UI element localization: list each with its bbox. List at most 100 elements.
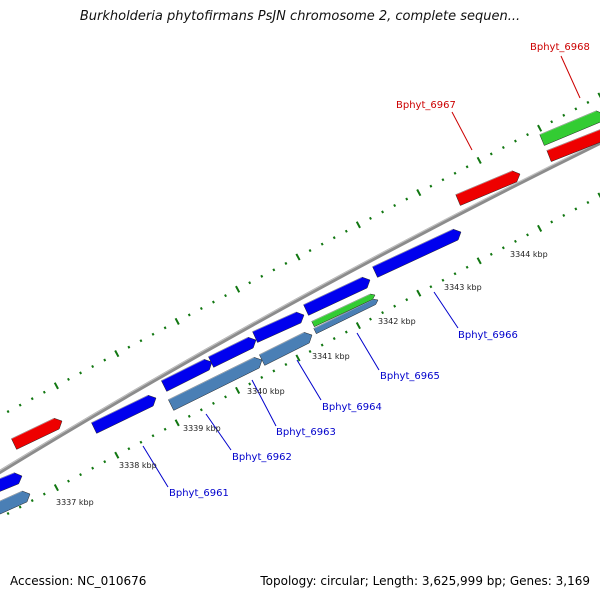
outer-tick [91, 364, 95, 369]
topology-stats-text: Topology: circular; Length: 3,625,999 bp… [260, 574, 590, 588]
outer-tick [537, 124, 543, 132]
label-leader-line [251, 379, 277, 427]
gene-arrow-forward [0, 472, 23, 492]
inner-tick [260, 375, 264, 379]
inner-tick [103, 460, 107, 464]
inner-tick [91, 466, 95, 470]
inner-tick [53, 484, 59, 492]
outer-tick [586, 100, 590, 104]
inner-tick [174, 419, 180, 427]
inner-tick [42, 492, 46, 496]
outer-tick [127, 345, 131, 349]
gene-arrow-forward [303, 276, 371, 316]
feature-arrow-red-highlight [455, 170, 513, 196]
label-leader-line [451, 111, 473, 151]
scale-label: 3337 kbp [56, 498, 94, 507]
outer-tick [369, 216, 372, 220]
inner-tick [537, 224, 543, 232]
scale-label: 3341 kbp [312, 352, 350, 361]
outer-tick [429, 184, 433, 188]
gene-arrow-forward [160, 359, 213, 392]
inner-tick [369, 317, 372, 321]
outer-tick [248, 281, 252, 285]
gene-label[interactable]: Bphyt_6961 [169, 488, 229, 499]
gene-label[interactable]: Bphyt_6966 [458, 330, 518, 341]
outer-tick [501, 145, 505, 150]
gene-label[interactable]: Bphyt_6963 [276, 427, 336, 438]
gene-arrow-forward [372, 228, 462, 278]
gene-label[interactable]: Bphyt_6962 [232, 452, 292, 463]
outer-tick [416, 189, 422, 197]
outer-tick [526, 133, 529, 137]
outer-tick [6, 410, 10, 414]
outer-tick [405, 197, 409, 201]
label-leader-line [205, 413, 232, 451]
inner-tick [79, 473, 83, 477]
outer-tick [284, 261, 288, 265]
inner-tick [320, 343, 324, 347]
outer-tick [344, 229, 348, 233]
gene-label[interactable]: Bphyt_6968 [530, 42, 590, 53]
inner-tick [67, 479, 70, 483]
gene-arrow-forward-highlight [372, 228, 454, 268]
inner-tick [501, 246, 505, 250]
inner-tick [393, 304, 397, 308]
scale-label: 3339 kbp [183, 424, 221, 433]
outer-tick [295, 253, 301, 261]
feature-arrow-red [546, 129, 600, 162]
scale-label: 3338 kbp [119, 461, 157, 470]
inner-tick [127, 447, 131, 451]
outer-tick [453, 171, 457, 175]
inner-tick [139, 440, 143, 444]
outer-tick [211, 300, 215, 304]
outer-tick [465, 165, 469, 169]
inner-tick [453, 272, 457, 276]
gene-arrow-reverse-highlight [0, 490, 23, 502]
outer-tick [550, 120, 554, 124]
rna-arrow-green [311, 293, 376, 328]
outer-tick [260, 274, 264, 278]
feature-arrow-red [455, 170, 521, 206]
scale-label: 3344 kbp [510, 250, 548, 259]
gene-features [0, 110, 600, 515]
outer-tick [114, 350, 120, 358]
outer-tick [393, 203, 397, 208]
gene-arrow-forward-highlight [0, 472, 15, 480]
scale-label: 3342 kbp [378, 317, 416, 326]
outer-tick [174, 317, 180, 325]
outer-tick-ring [6, 92, 600, 414]
inner-tick [429, 285, 433, 289]
inner-tick [550, 220, 554, 224]
outer-tick [53, 382, 59, 390]
label-leader-line [356, 332, 380, 371]
gene-label[interactable]: Bphyt_6964 [322, 402, 382, 413]
backbone-highlight [0, 140, 600, 471]
outer-tick [272, 268, 276, 272]
inner-tick [381, 311, 385, 315]
outer-tick [476, 156, 482, 164]
inner-tick [562, 213, 566, 217]
inner-tick [405, 298, 409, 302]
gene-arrow-forward-highlight [161, 358, 205, 382]
gene-arrow-reverse [258, 332, 313, 366]
inner-tick [163, 427, 167, 431]
outer-tick [30, 397, 34, 401]
gene-label[interactable]: Bphyt_6965 [380, 371, 440, 382]
outer-tick [79, 371, 83, 375]
outer-tick [163, 326, 167, 330]
inner-tick [18, 505, 22, 509]
gene-arrow-forward [208, 336, 257, 368]
outer-tick [320, 242, 324, 246]
inner-tick [465, 265, 469, 269]
inner-tick [248, 382, 252, 386]
outer-tick [235, 285, 241, 293]
gene-label[interactable]: Bphyt_6967 [396, 100, 456, 111]
label-leader-lines [142, 55, 581, 488]
label-leader-line [142, 445, 169, 488]
outer-tick [18, 403, 22, 407]
inner-tick [151, 434, 155, 438]
inner-tick [526, 233, 529, 237]
outer-tick [42, 390, 46, 394]
outer-tick [332, 236, 336, 240]
gene-arrow-reverse-highlight [168, 356, 255, 401]
